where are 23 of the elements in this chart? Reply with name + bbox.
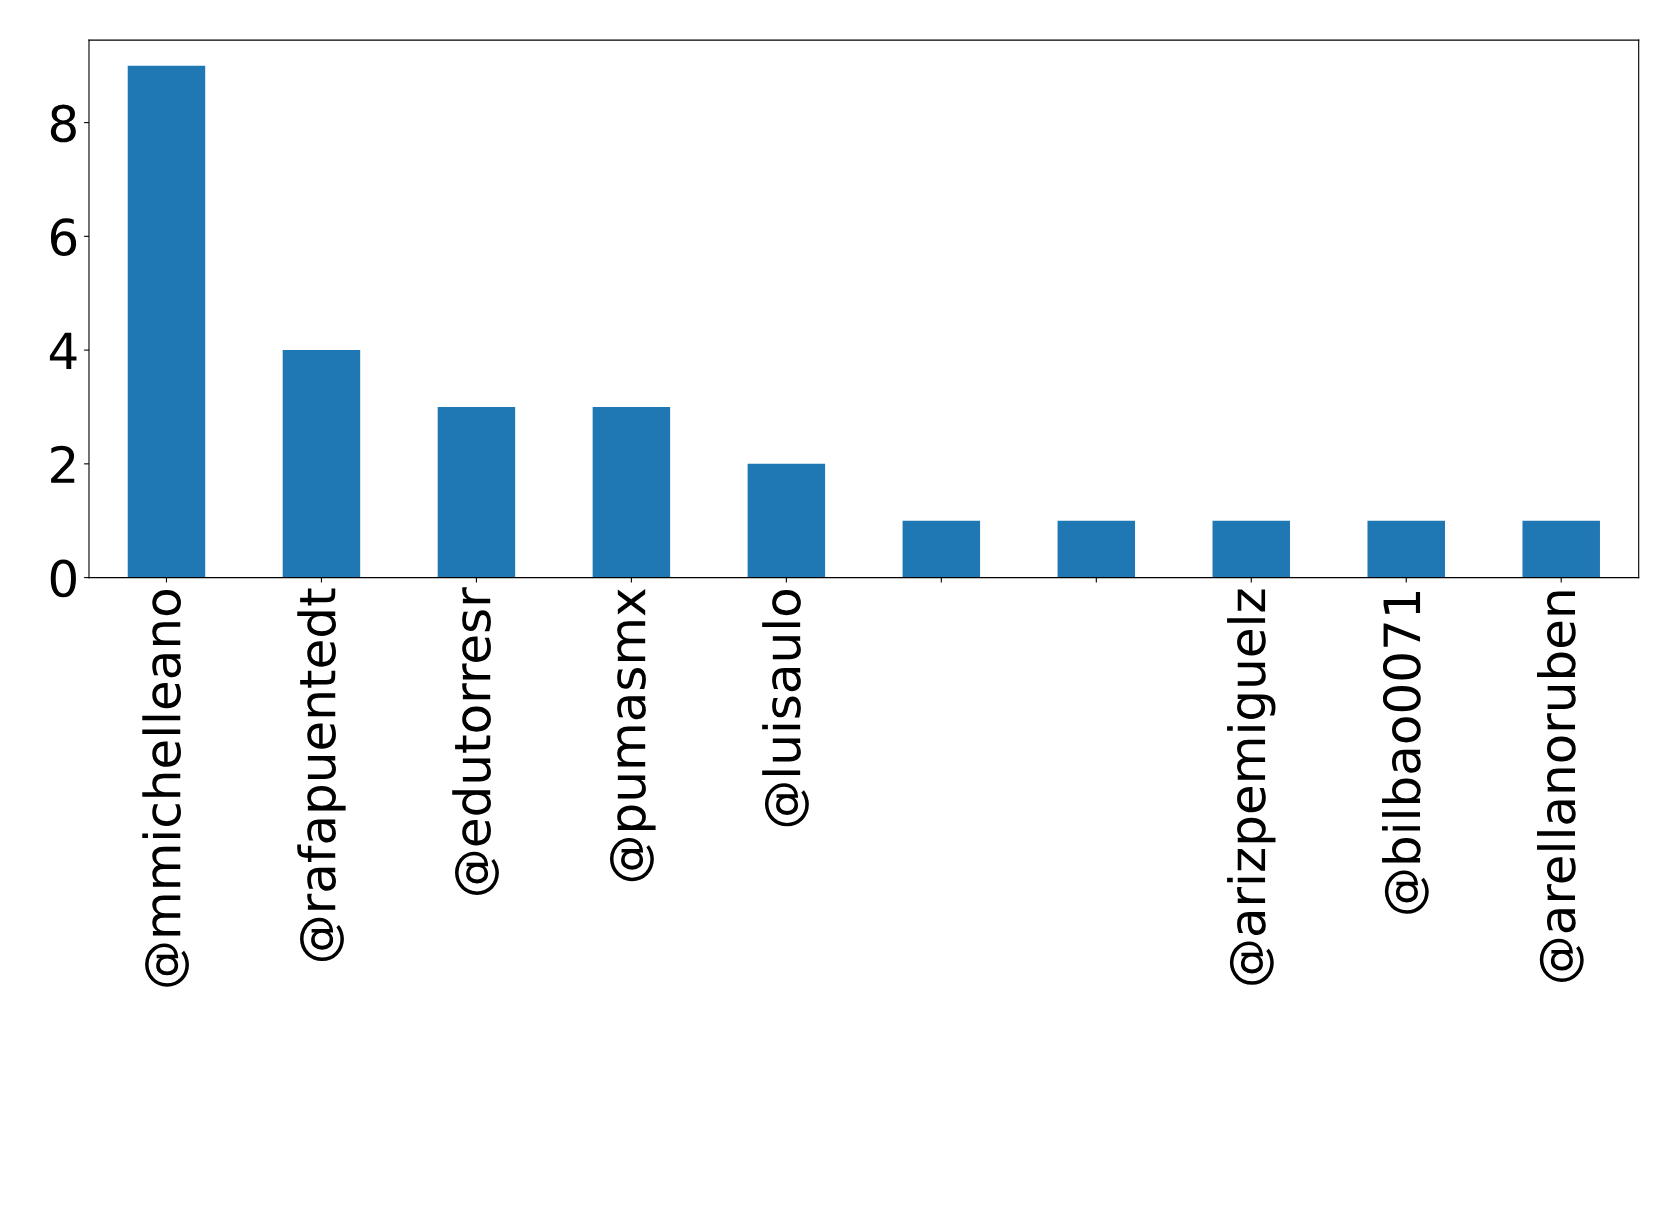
- y-tick-label: 2: [51, 445, 75, 483]
- x-tick-label: @luisaulo: [762, 590, 809, 827]
- x-tick-label: @rafapuentedt: [297, 588, 346, 962]
- x-tick-label: @bilbao0071: [1382, 591, 1429, 914]
- y-tick-label: 6: [50, 218, 77, 257]
- x-tick-label: @arellanoruben: [1537, 591, 1584, 982]
- bar: [902, 520, 981, 578]
- bar: [747, 463, 826, 578]
- bar: [1057, 520, 1136, 578]
- bar: [1522, 520, 1600, 578]
- x-tick-label: @arizpemiguelz: [1227, 589, 1276, 985]
- bar: [1367, 520, 1445, 578]
- x-tick-label: @edutorresr: [452, 587, 499, 895]
- bar: [592, 406, 671, 578]
- bar: [282, 350, 361, 578]
- y-tick-label: 0: [50, 559, 76, 598]
- x-tick-label: @mmichelleano: [142, 590, 189, 987]
- bar: [437, 406, 516, 578]
- bar: [127, 65, 206, 578]
- y-tick-label: 8: [50, 104, 76, 143]
- y-tick-label: 4: [49, 332, 77, 370]
- bar: [1212, 520, 1291, 578]
- x-tick-label: @pumasmx: [609, 588, 656, 882]
